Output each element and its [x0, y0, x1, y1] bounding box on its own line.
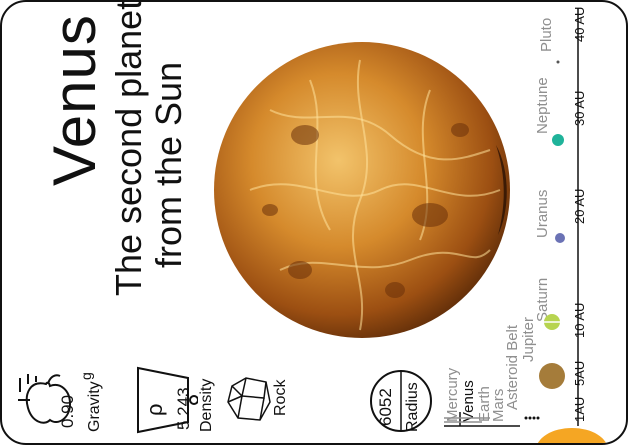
au-tick-20: 20 AU: [572, 188, 587, 224]
planet-subtitle-line1: The second planet: [108, 0, 149, 296]
venus-image: [210, 40, 520, 340]
solar-system-dots: [539, 60, 565, 389]
rock-label: Rock: [272, 379, 289, 416]
scale-connector-lines: [444, 412, 520, 427]
radius-label: Radius: [404, 382, 421, 432]
scale-label-asteroid-belt: Asteroid Belt: [504, 324, 521, 410]
au-tick-30: 30 AU: [572, 90, 587, 126]
uranus-dot: [555, 233, 565, 243]
gravity-value: 0.90: [58, 394, 77, 428]
density-value: 5.243: [174, 387, 193, 430]
radius-circle-icon: [370, 370, 432, 432]
pluto-dot: [556, 60, 560, 64]
rock-icon: [227, 377, 271, 421]
au-tick-5: 5AU: [572, 360, 587, 386]
planet-subtitle-line2: from the Sun: [148, 61, 189, 268]
planet-title: Venus: [41, 14, 108, 186]
au-tick-10: 10 AU: [572, 302, 587, 338]
density-label: Density: [198, 378, 215, 432]
au-scale-axis: [577, 8, 579, 426]
neptune-dot: [552, 134, 564, 146]
radius-value: 6052: [376, 388, 395, 426]
weight-icon: [137, 366, 198, 434]
jupiter-dot: [539, 363, 565, 389]
density-symbol: ρ: [142, 403, 167, 416]
au-tick-40: 40 AU: [572, 6, 587, 42]
inner-planet-dots: [524, 416, 540, 420]
au-tick-1: 1AU: [572, 396, 587, 422]
gravity-label: Gravity: [86, 381, 103, 432]
sun-icon: [537, 428, 607, 443]
scale-label-jupiter: Jupiter: [520, 316, 537, 362]
gravity-unit: g: [78, 372, 94, 380]
apple-falling-icon: [18, 374, 72, 424]
